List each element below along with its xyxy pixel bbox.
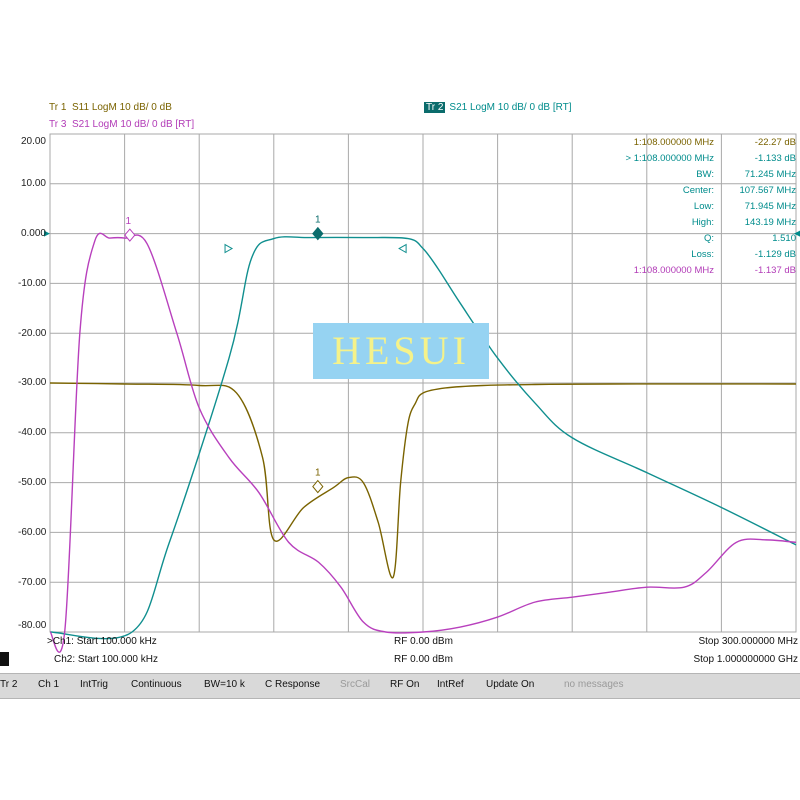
status-trigger[interactable]: IntTrig (80, 679, 108, 690)
status-update[interactable]: Update On (486, 679, 535, 690)
marker-label: > 1:108.000000 MHz (625, 153, 714, 164)
status-rf[interactable]: RF On (390, 679, 420, 690)
high-row: High: 143.19 MHz (610, 217, 796, 233)
trace-1-header[interactable]: Tr 1 S11 LogM 10 dB/ 0 dB (49, 102, 172, 113)
y-tick-label: -50.00 (18, 477, 47, 488)
marker-readout: 1:108.000000 MHz -22.27 dB > 1:108.000000… (610, 137, 796, 281)
low-row: Low: 71.945 MHz (610, 201, 796, 217)
trace-2-high-marker (398, 243, 407, 254)
y-tick-label: -80.00 (18, 620, 47, 631)
bw-label: BW: (696, 169, 714, 180)
marker-row[interactable]: 1:108.000000 MHz -1.137 dB (610, 265, 796, 281)
trace-2-id: Tr 2 (424, 102, 446, 113)
low-value: 71.945 MHz (744, 201, 796, 212)
ch2-start[interactable]: Ch2: Start 100.000 kHz (54, 654, 158, 665)
status-calibration[interactable]: C Response (265, 679, 321, 690)
trace-2-low-marker (224, 243, 234, 254)
y-tick-label: -40.00 (18, 427, 47, 438)
status-bar: Tr 2 Ch 1 IntTrig Continuous BW=10 k C R… (0, 673, 800, 699)
center-value: 107.567 MHz (739, 185, 796, 196)
trace-3-header[interactable]: Tr 3 S21 LogM 10 dB/ 0 dB [RT] (49, 119, 194, 130)
marker-label: 1:108.000000 MHz (633, 265, 714, 276)
ch1-stop[interactable]: Stop 300.000000 MHz (698, 636, 798, 647)
status-messages: no messages (564, 679, 624, 690)
trace-3-marker-1 (124, 228, 136, 242)
trace-1-description: S11 LogM 10 dB/ 0 dB (71, 102, 172, 113)
trace-2-marker-number: 1 (315, 215, 321, 226)
ch2-stop[interactable]: Stop 1.000000000 GHz (693, 654, 798, 665)
q-label: Q: (703, 233, 714, 244)
y-tick-label: -20.00 (18, 328, 47, 339)
status-sweep-mode[interactable]: Continuous (131, 679, 182, 690)
trace-1-marker-number: 1 (315, 468, 321, 479)
reference-level-arrow (44, 230, 50, 237)
low-label: Low: (693, 201, 714, 212)
channel-indicator (0, 652, 9, 666)
trace-2-s21-line (49, 236, 797, 640)
marker-value: -1.137 dB (754, 265, 796, 276)
marker-value: -22.27 dB (754, 137, 796, 148)
center-row: Center: 107.567 MHz (610, 185, 796, 201)
status-reference[interactable]: IntRef (437, 679, 464, 690)
status-channel[interactable]: Ch 1 (38, 679, 60, 690)
bw-row: BW: 71.245 MHz (610, 169, 796, 185)
y-tick-label: -60.00 (18, 527, 47, 538)
trace-2-marker-1 (312, 226, 324, 241)
q-value: 1.510 (772, 233, 796, 244)
y-tick-label: 0.000 (20, 228, 46, 239)
y-tick-label: -30.00 (18, 377, 47, 388)
trace-1-s11-line (49, 382, 797, 579)
ch1-start[interactable]: >Ch1: Start 100.000 kHz (47, 636, 157, 647)
marker-row[interactable]: > 1:108.000000 MHz -1.133 dB (610, 153, 796, 169)
status-active-trace[interactable]: Tr 2 (0, 679, 18, 690)
y-tick-label: -70.00 (18, 577, 47, 588)
trace-3-id: Tr 3 (49, 119, 67, 130)
center-label: Center: (682, 185, 714, 196)
loss-value: -1.129 dB (754, 249, 796, 260)
trace-2-header[interactable]: Tr 2 S21 LogM 10 dB/ 0 dB [RT] (424, 102, 572, 113)
high-value: 143.19 MHz (744, 217, 796, 228)
watermark-logo: HESUI (313, 323, 489, 379)
trace-1-id: Tr 1 (49, 102, 67, 113)
loss-row: Loss: -1.129 dB (610, 249, 796, 265)
q-row: Q: 1.510 (610, 233, 796, 249)
status-bandwidth[interactable]: BW=10 k (204, 679, 245, 690)
ch2-rf-power[interactable]: RF 0.00 dBm (394, 654, 453, 665)
trace-3-description: S21 LogM 10 dB/ 0 dB [RT] (71, 119, 195, 130)
y-tick-label: 10.00 (20, 178, 46, 189)
y-tick-label: -10.00 (18, 278, 47, 289)
loss-label: Loss: (691, 249, 714, 260)
ch1-rf-power[interactable]: RF 0.00 dBm (394, 636, 453, 647)
trace-2-description: S21 LogM 10 dB/ 0 dB [RT] (449, 102, 572, 113)
marker-label: 1:108.000000 MHz (633, 137, 714, 148)
marker-row[interactable]: 1:108.000000 MHz -22.27 dB (610, 137, 796, 153)
bw-value: 71.245 MHz (744, 169, 796, 180)
trace-3-s21-line (49, 232, 797, 653)
status-src-cal[interactable]: SrcCal (340, 679, 371, 690)
y-tick-label: 20.00 (20, 136, 46, 147)
marker-value: -1.133 dB (754, 153, 796, 164)
high-label: High: (691, 217, 714, 228)
reference-level-arrow (794, 230, 800, 237)
trace-1-marker-1 (312, 479, 324, 494)
trace-3-marker-number: 1 (126, 216, 132, 227)
